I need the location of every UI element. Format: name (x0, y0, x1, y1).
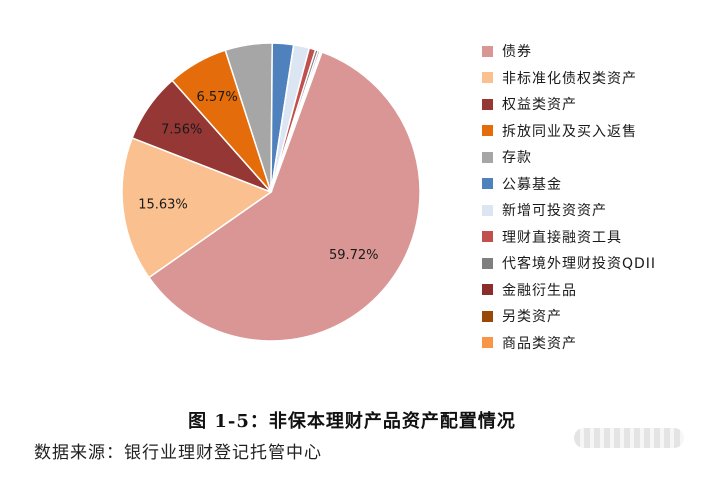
legend-label: 权益类资产 (502, 97, 577, 114)
legend-label: 另类资产 (502, 309, 562, 326)
legend-item: 另类资产 (482, 303, 656, 330)
pie-slice (121, 137, 273, 279)
source-note: 数据来源：银行业理财登记托管中心 (34, 443, 322, 463)
legend-label: 代客境外理财投资QDII (502, 256, 657, 273)
legend-swatch (482, 98, 493, 110)
legend-label: 理财直接融资工具 (502, 229, 622, 246)
legend-swatch (482, 151, 493, 163)
legend-label: 公募基金 (502, 176, 562, 193)
legend-swatch (482, 337, 493, 349)
legend-swatch (482, 72, 493, 84)
legend-label: 新增可投资资产 (502, 203, 607, 220)
legend-item: 商品类资产 (482, 330, 656, 357)
legend-swatch (482, 178, 493, 190)
pie-data-label: 7.56% (161, 122, 202, 137)
legend-label: 非标准化债权类资产 (502, 70, 637, 87)
legend-swatch (482, 204, 493, 216)
legend-item: 公募基金 (482, 171, 656, 198)
legend-item: 拆放同业及买入返售 (482, 118, 656, 145)
legend-item: 非标准化债权类资产 (482, 65, 656, 92)
pie-data-label: 6.57% (196, 90, 237, 105)
legend-item: 新增可投资资产 (482, 197, 656, 224)
pie-data-labels: 59.72% 15.63% 7.56% 6.57% (138, 90, 378, 263)
legend-label: 债券 (502, 44, 532, 61)
pie-slices (121, 42, 421, 342)
legend-item: 金融衍生品 (482, 277, 656, 304)
chart-title: 图 1-5：非保本理财产品资产配置情况 (188, 411, 516, 432)
pie-data-label: 59.72% (329, 248, 379, 263)
legend-swatch (482, 125, 493, 137)
legend-item: 代客境外理财投资QDII (482, 250, 656, 277)
legend-swatch (482, 310, 493, 322)
legend-label: 金融衍生品 (502, 282, 577, 299)
pie-chart: 59.72% 15.63% 7.56% 6.57% (121, 42, 421, 342)
legend-swatch (482, 231, 493, 243)
legend-item: 权益类资产 (482, 91, 656, 118)
legend-swatch (482, 284, 493, 296)
pie-data-label: 15.63% (138, 198, 188, 213)
legend-label: 商品类资产 (502, 335, 577, 352)
legend-label: 拆放同业及买入返售 (502, 123, 637, 140)
legend-item: 债券 (482, 38, 656, 65)
legend-swatch (482, 45, 493, 57)
legend-swatch (482, 257, 493, 269)
watermark (574, 428, 684, 448)
legend-label: 存款 (502, 150, 532, 167)
pie-slice (147, 51, 421, 342)
legend-item: 理财直接融资工具 (482, 224, 656, 251)
legend: 债券非标准化债权类资产 权益类资产拆放同业及买入返售 存款公募基金新增可投资资产 理财… (482, 38, 656, 356)
legend-item: 存款 (482, 144, 656, 171)
pie-slice (270, 50, 323, 193)
